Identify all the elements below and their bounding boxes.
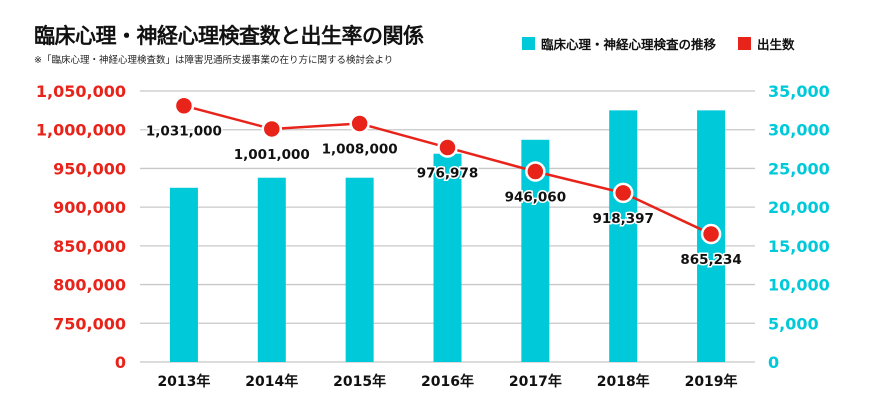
right-tick-label: 0	[768, 353, 779, 372]
left-tick-label: 750,000	[53, 314, 126, 333]
x-tick-label: 2016年	[421, 373, 474, 390]
bar	[345, 177, 374, 362]
x-tick-label: 2019年	[685, 373, 738, 390]
data-label: 976,978	[417, 166, 479, 182]
data-label: 1,001,000	[234, 147, 310, 163]
left-tick-label: 1,000,000	[36, 121, 126, 140]
line-point	[612, 182, 634, 204]
data-label: 1,031,000	[146, 124, 222, 140]
data-label: 1,008,000	[322, 142, 398, 158]
right-tick-label: 10,000	[768, 276, 830, 295]
legend-label-bar: 臨床心理・神経心理検査の推移	[541, 37, 717, 52]
legend-swatch-bar	[522, 37, 535, 50]
left-tick-label: 800,000	[53, 276, 126, 295]
bar	[609, 110, 638, 362]
data-label: 946,060	[505, 189, 567, 205]
data-label: 918,397	[592, 211, 654, 227]
legend-item-bar: 臨床心理・神経心理検査の推移	[522, 34, 716, 53]
chart-title: 臨床心理・神経心理検査数と出生率の関係	[34, 24, 424, 48]
left-tick-label: 900,000	[53, 198, 126, 217]
legend-item-line: 出生数	[738, 34, 795, 53]
bar	[169, 187, 198, 362]
right-tick-label: 5,000	[768, 314, 819, 333]
right-tick-label: 35,000	[768, 82, 830, 101]
x-tick-label: 2017年	[509, 373, 562, 390]
line-point	[349, 113, 370, 134]
data-label: 865,234	[680, 252, 742, 268]
source-note: ※「臨床心理・神経心理検査数」は障害児通所支援事業の在り方に関する検討会より	[34, 55, 394, 66]
right-tick-label: 25,000	[768, 159, 830, 178]
x-tick-label: 2013年	[157, 373, 210, 390]
right-tick-label: 30,000	[768, 121, 830, 140]
left-tick-label: 1,050,000	[36, 82, 126, 101]
line-point	[525, 161, 546, 182]
x-tick-label: 2014年	[245, 373, 298, 390]
x-tick-label: 2015年	[333, 373, 386, 390]
left-tick-label: 850,000	[53, 237, 126, 256]
legend-swatch-line	[738, 37, 752, 50]
bar	[257, 177, 286, 362]
x-tick-label: 2018年	[597, 373, 650, 390]
line-point	[700, 223, 722, 245]
line-point	[261, 118, 283, 140]
legend: 臨床心理・神経心理検査の推移 出生数	[522, 34, 817, 53]
line-point	[437, 137, 458, 158]
left-tick-label: 950,000	[53, 159, 126, 178]
bar	[433, 153, 462, 362]
left-tick-label: 0	[115, 353, 126, 372]
line-point	[173, 95, 195, 116]
right-tick-label: 15,000	[768, 237, 830, 256]
right-tick-label: 20,000	[768, 198, 830, 217]
legend-label-line: 出生数	[757, 37, 795, 52]
